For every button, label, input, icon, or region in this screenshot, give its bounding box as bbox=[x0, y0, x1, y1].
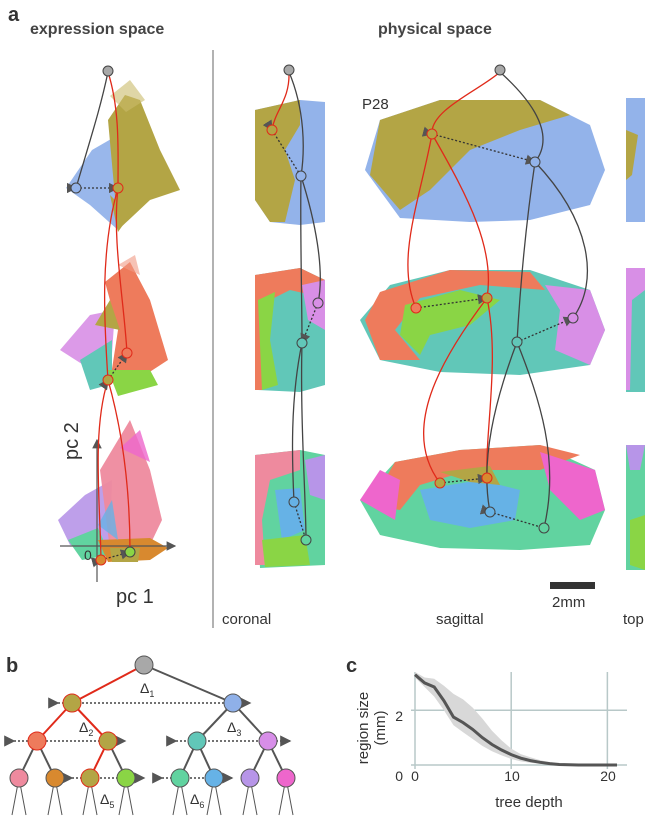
ylabel-line2: (mm) bbox=[372, 711, 389, 746]
panel-c-letter: c bbox=[346, 655, 357, 677]
expression-scatter-level2 bbox=[60, 255, 168, 396]
expression-scatter-level3 bbox=[58, 420, 168, 562]
xtick-10: 10 bbox=[504, 768, 520, 784]
pc-axes: pc 2 pc 1 0 bbox=[60, 422, 177, 608]
expression-scatter-level1 bbox=[66, 80, 180, 232]
confidence-band bbox=[415, 672, 617, 765]
expression-tree-lines bbox=[66, 71, 132, 568]
expression-tree-nodes bbox=[70, 65, 136, 566]
delta-2: Δ2 bbox=[79, 719, 93, 738]
tree-edges bbox=[18, 664, 287, 779]
tree-node-root bbox=[134, 655, 154, 675]
physical-tree-lines bbox=[262, 71, 589, 541]
panel-a: a expression space physical space bbox=[8, 4, 645, 628]
delta-labels: Δ1 Δ2 Δ3 Δ5 Δ6 bbox=[79, 680, 241, 810]
panel-b: b bbox=[4, 655, 296, 816]
delta-3: Δ3 bbox=[227, 719, 241, 738]
region-size-chart bbox=[411, 672, 627, 769]
xtick-20: 20 bbox=[600, 768, 616, 784]
sagittal-sections bbox=[360, 100, 605, 550]
ytick-0: 0 bbox=[395, 768, 403, 784]
scale-bar bbox=[550, 582, 595, 589]
view-label-sagittal: sagittal bbox=[436, 611, 484, 628]
coronal-sections bbox=[255, 100, 325, 568]
expression-space-title: expression space bbox=[30, 21, 164, 38]
delta-1: Δ1 bbox=[140, 680, 154, 699]
ylabel-line1: region size bbox=[355, 692, 372, 765]
panel-a-letter: a bbox=[8, 4, 20, 26]
panel-c: c region size (mm) tree depth 0 2 0 10 2… bbox=[346, 655, 627, 811]
split-arrows bbox=[4, 697, 292, 784]
pc2-axis-label: pc 2 bbox=[61, 422, 83, 460]
ytick-2: 2 bbox=[395, 708, 403, 724]
xlabel: tree depth bbox=[495, 794, 563, 811]
scale-bar-label: 2mm bbox=[552, 594, 585, 611]
mean-line bbox=[414, 673, 617, 767]
pc1-axis-label: pc 1 bbox=[116, 586, 154, 608]
physical-space-title: physical space bbox=[378, 21, 492, 38]
physical-tree-nodes bbox=[266, 64, 579, 546]
origin-label: 0 bbox=[84, 547, 92, 563]
view-label-coronal: coronal bbox=[222, 611, 271, 628]
age-label: P28 bbox=[362, 96, 389, 113]
xtick-0: 0 bbox=[411, 768, 419, 784]
delta-6: Δ6 bbox=[190, 791, 204, 810]
top-sections bbox=[626, 98, 645, 570]
tree-nodes bbox=[9, 655, 296, 788]
delta-5: Δ5 bbox=[100, 791, 114, 810]
panel-b-letter: b bbox=[6, 655, 18, 677]
view-label-top: top bbox=[623, 611, 644, 628]
